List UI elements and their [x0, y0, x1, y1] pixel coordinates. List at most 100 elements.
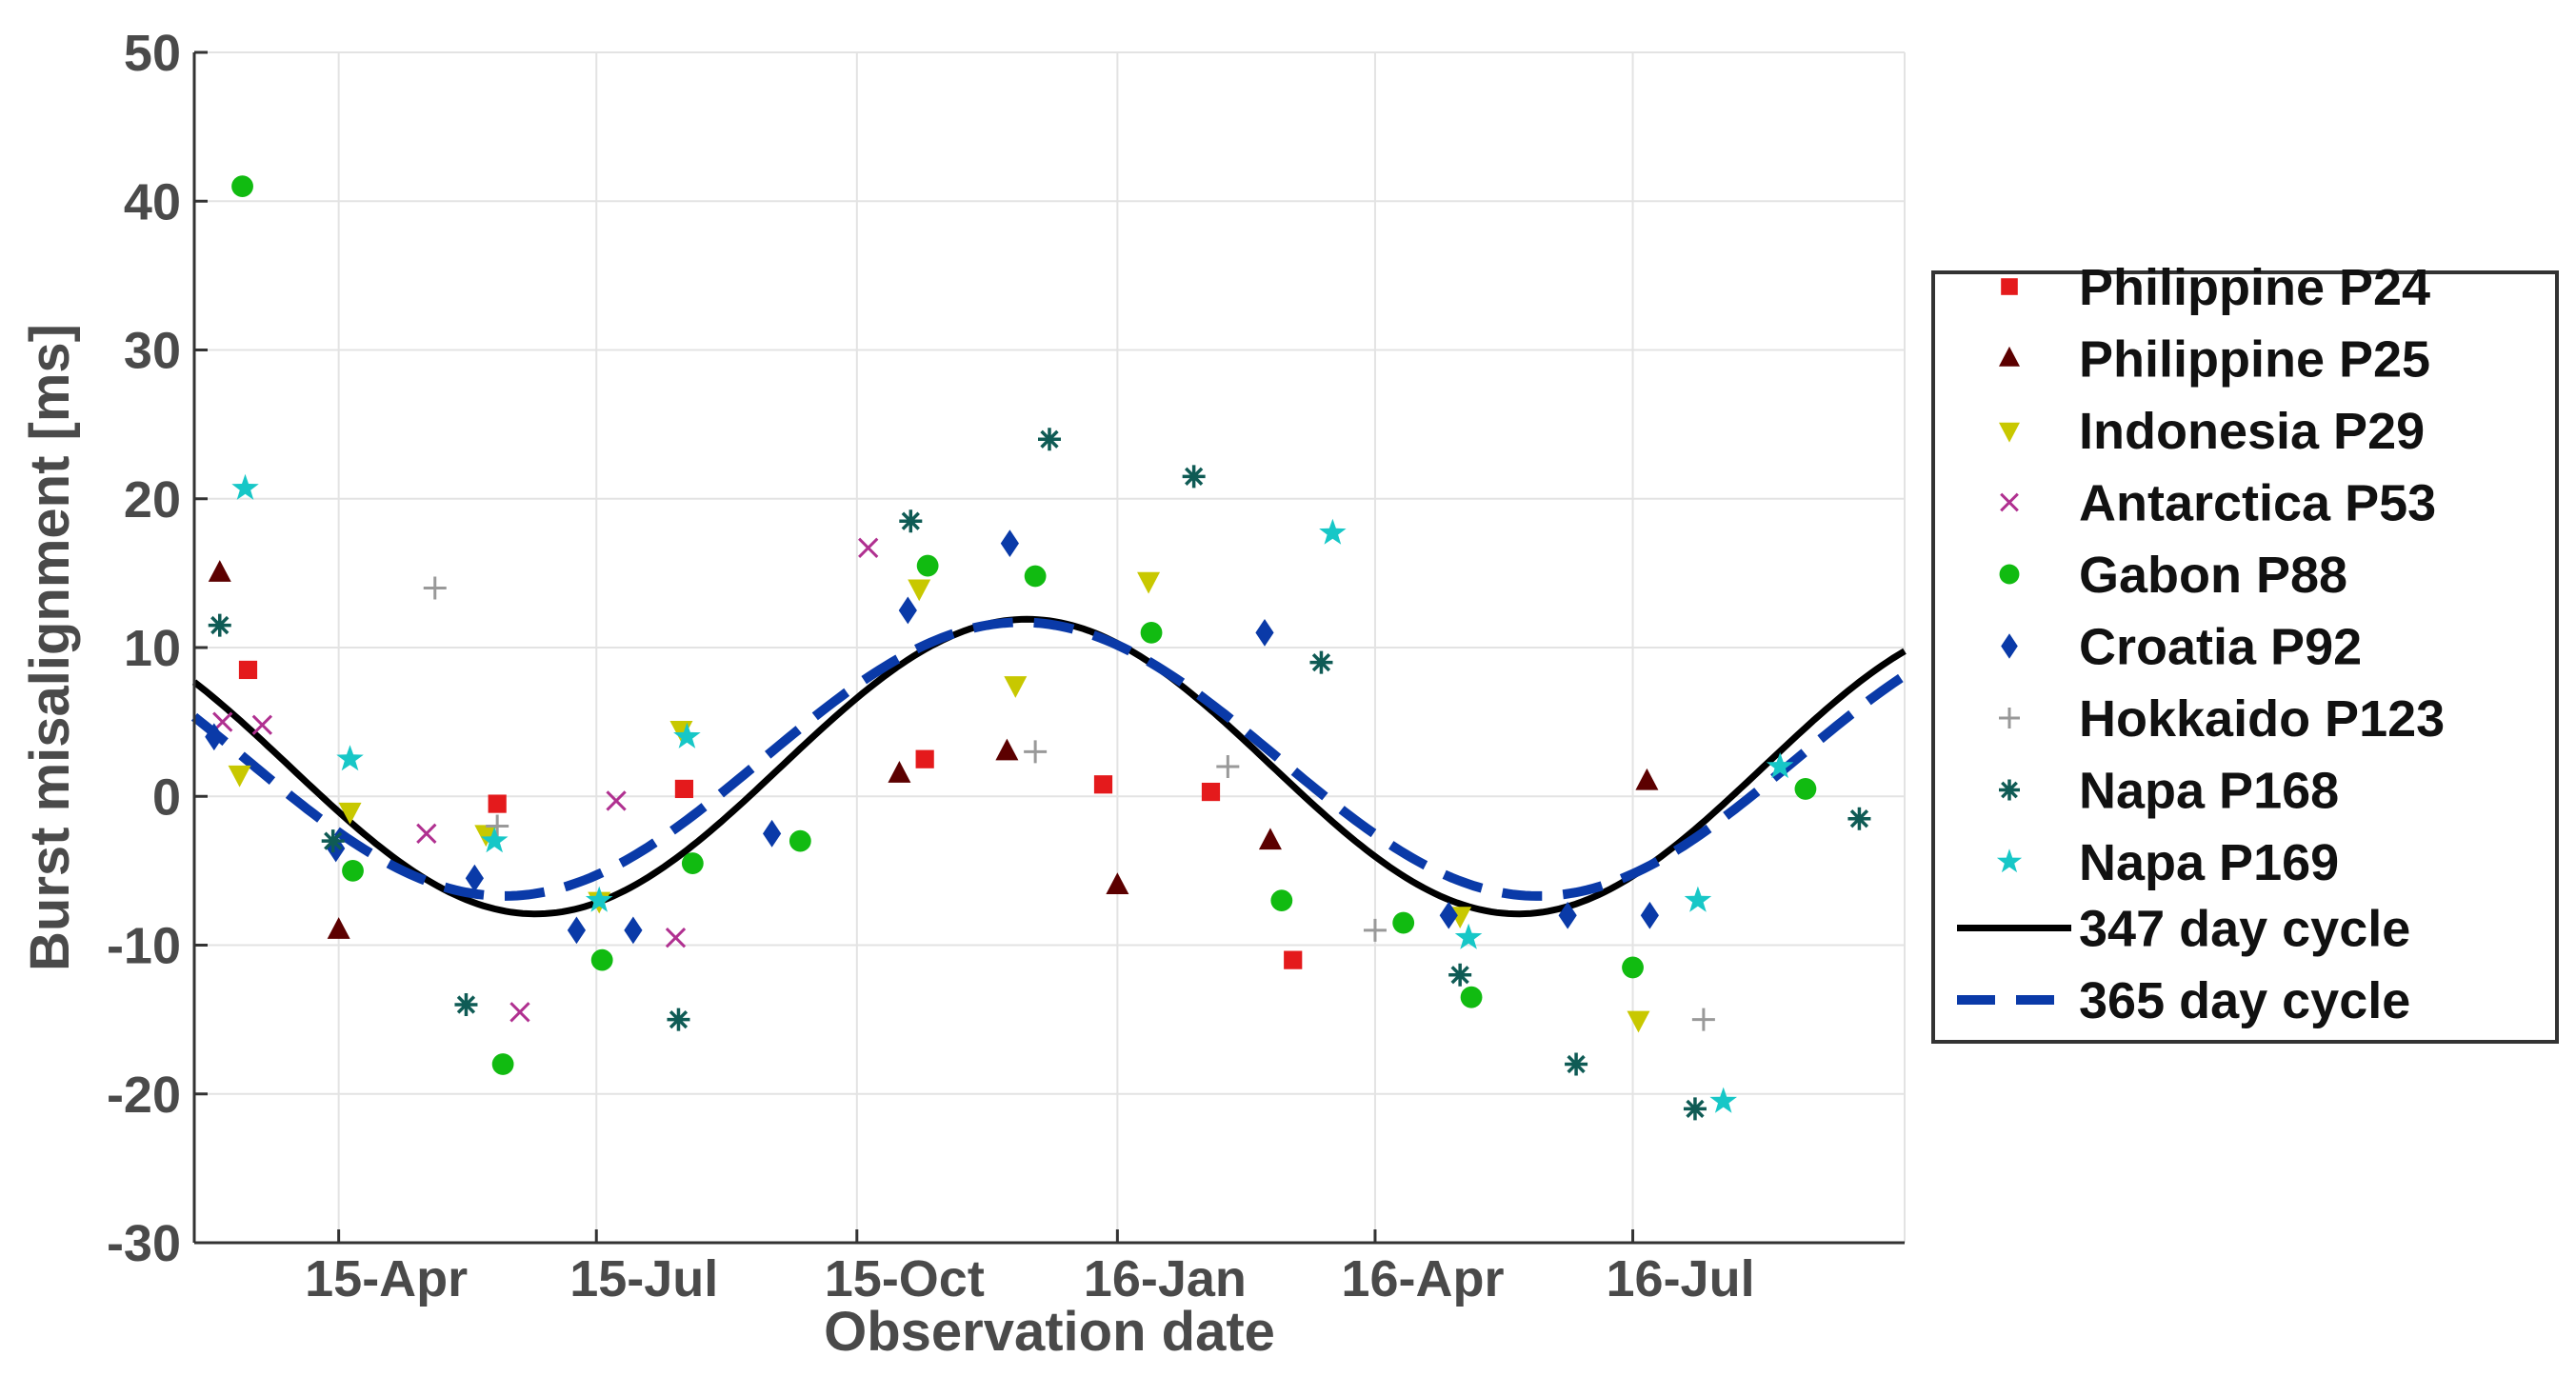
point-hokkaido-p123 — [1216, 755, 1240, 778]
point-philippine-p24 — [1093, 775, 1113, 794]
point-philippine-p25 — [995, 738, 1019, 761]
legend-label-347-day-cycle: 347 day cycle — [2079, 901, 2410, 958]
legend-label-napa-p169: Napa P169 — [2079, 834, 2339, 891]
point-antarctica-p53 — [858, 537, 879, 558]
point-indonesia-p29 — [1004, 676, 1028, 698]
y-tick-label: 30 — [124, 323, 181, 380]
point-philippine-p25 — [208, 560, 231, 582]
y-tick-label: 50 — [124, 25, 181, 82]
point-philippine-p25 — [1635, 768, 1659, 790]
point-napa-p169 — [480, 827, 509, 853]
legend-box — [1931, 270, 2559, 1044]
x-tick-label: 15-Jul — [569, 1250, 718, 1307]
point-indonesia-p29 — [228, 765, 251, 788]
legend-marker-croatia-p92 — [2001, 633, 2018, 659]
point-napa-p168 — [321, 829, 345, 853]
point-gabon-p88 — [1622, 956, 1644, 979]
fit-curves — [190, 615, 1907, 918]
point-hokkaido-p123 — [1363, 918, 1387, 942]
point-gabon-p88 — [1270, 889, 1293, 912]
point-antarctica-p53 — [251, 714, 273, 735]
point-napa-p169 — [1709, 1087, 1737, 1113]
legend-marker-philippine-p24 — [2001, 278, 2018, 295]
point-antarctica-p53 — [509, 1002, 530, 1023]
point-napa-p168 — [454, 993, 478, 1016]
point-antarctica-p53 — [606, 790, 627, 811]
point-napa-p168 — [1565, 1052, 1588, 1076]
point-philippine-p25 — [327, 917, 350, 939]
point-philippine-p24 — [1284, 950, 1303, 969]
legend-marker-philippine-p25 — [1999, 346, 2020, 367]
point-napa-p169 — [585, 886, 613, 912]
x-tick-label: 15-Apr — [305, 1250, 468, 1307]
legend-marker-hokkaido-p123 — [1999, 708, 2020, 728]
point-gabon-p88 — [590, 948, 613, 971]
point-croatia-p92 — [1000, 529, 1019, 558]
point-napa-p168 — [1847, 807, 1871, 830]
point-croatia-p92 — [1558, 901, 1577, 929]
y-tick-label: 40 — [124, 173, 181, 230]
y-tick-label: 0 — [152, 768, 181, 826]
legend-marker-indonesia-p29 — [1999, 422, 2020, 443]
point-philippine-p24 — [674, 779, 694, 799]
y-tick-label: 20 — [124, 471, 181, 529]
point-philippine-p24 — [1201, 782, 1221, 802]
point-hokkaido-p123 — [423, 576, 447, 600]
point-croatia-p92 — [762, 819, 782, 848]
point-philippine-p24 — [488, 794, 507, 813]
point-gabon-p88 — [916, 554, 939, 577]
point-gabon-p88 — [231, 175, 253, 198]
y-tick-label: -30 — [107, 1215, 181, 1272]
legend-label-napa-p168: Napa P168 — [2079, 763, 2339, 820]
point-antarctica-p53 — [416, 823, 437, 844]
point-philippine-p25 — [1106, 872, 1129, 894]
legend-label-antarctica-p53: Antarctica P53 — [2079, 475, 2436, 532]
point-antarctica-p53 — [665, 928, 687, 948]
point-philippine-p24 — [915, 749, 934, 768]
legend-marker-antarctica-p53 — [2000, 492, 2019, 512]
legend-label-365-day-cycle: 365 day cycle — [2079, 972, 2410, 1029]
point-napa-p169 — [231, 473, 259, 500]
point-philippine-p25 — [888, 761, 911, 783]
point-napa-p168 — [1038, 428, 1061, 451]
point-gabon-p88 — [681, 852, 704, 874]
legend-marker-gabon-p88 — [1999, 564, 2020, 585]
point-gabon-p88 — [1794, 778, 1817, 800]
legend-label-hokkaido-p123: Hokkaido P123 — [2079, 690, 2445, 748]
point-indonesia-p29 — [908, 579, 931, 602]
point-hokkaido-p123 — [486, 814, 509, 838]
point-napa-p169 — [1766, 752, 1794, 779]
point-napa-p168 — [1309, 650, 1333, 674]
point-napa-p169 — [1684, 886, 1712, 912]
y-axis-title: Burst misalignment [ms] — [19, 324, 81, 971]
point-napa-p168 — [208, 613, 231, 637]
point-hokkaido-p123 — [1024, 740, 1048, 764]
x-tick-label: 16-Apr — [1341, 1250, 1504, 1307]
x-axis-title: Observation date — [824, 1301, 1275, 1363]
y-tick-label: -20 — [107, 1067, 181, 1124]
point-napa-p169 — [1319, 518, 1347, 545]
point-croatia-p92 — [1439, 901, 1458, 929]
point-gabon-p88 — [1392, 911, 1415, 934]
point-napa-p169 — [673, 722, 701, 748]
point-croatia-p92 — [1640, 901, 1659, 929]
legend-label-croatia-p92: Croatia P92 — [2079, 619, 2362, 676]
point-philippine-p25 — [1258, 828, 1282, 850]
legend-marker-napa-p169 — [1996, 848, 2023, 873]
point-napa-p168 — [1683, 1097, 1707, 1121]
x-ticks: 15-Apr 15-Jul 15-Oct 16-Jan 16-Apr 16-Jul — [305, 1229, 1755, 1307]
legend-label-gabon-p88: Gabon P88 — [2079, 547, 2347, 604]
legend-label-philippine-p25: Philippine P25 — [2079, 331, 2430, 389]
point-croatia-p92 — [898, 596, 917, 625]
point-croatia-p92 — [1255, 618, 1274, 647]
point-napa-p168 — [1182, 465, 1206, 489]
point-croatia-p92 — [624, 916, 643, 945]
point-gabon-p88 — [1024, 565, 1047, 588]
point-gabon-p88 — [1460, 986, 1483, 1008]
point-indonesia-p29 — [1137, 571, 1161, 594]
y-tick-label: -10 — [107, 918, 181, 975]
legend: Philippine P24 Philippine P25 Indonesia P2… — [1931, 259, 2559, 1044]
x-tick-label: 15-Oct — [825, 1250, 985, 1307]
point-napa-p169 — [336, 745, 364, 771]
